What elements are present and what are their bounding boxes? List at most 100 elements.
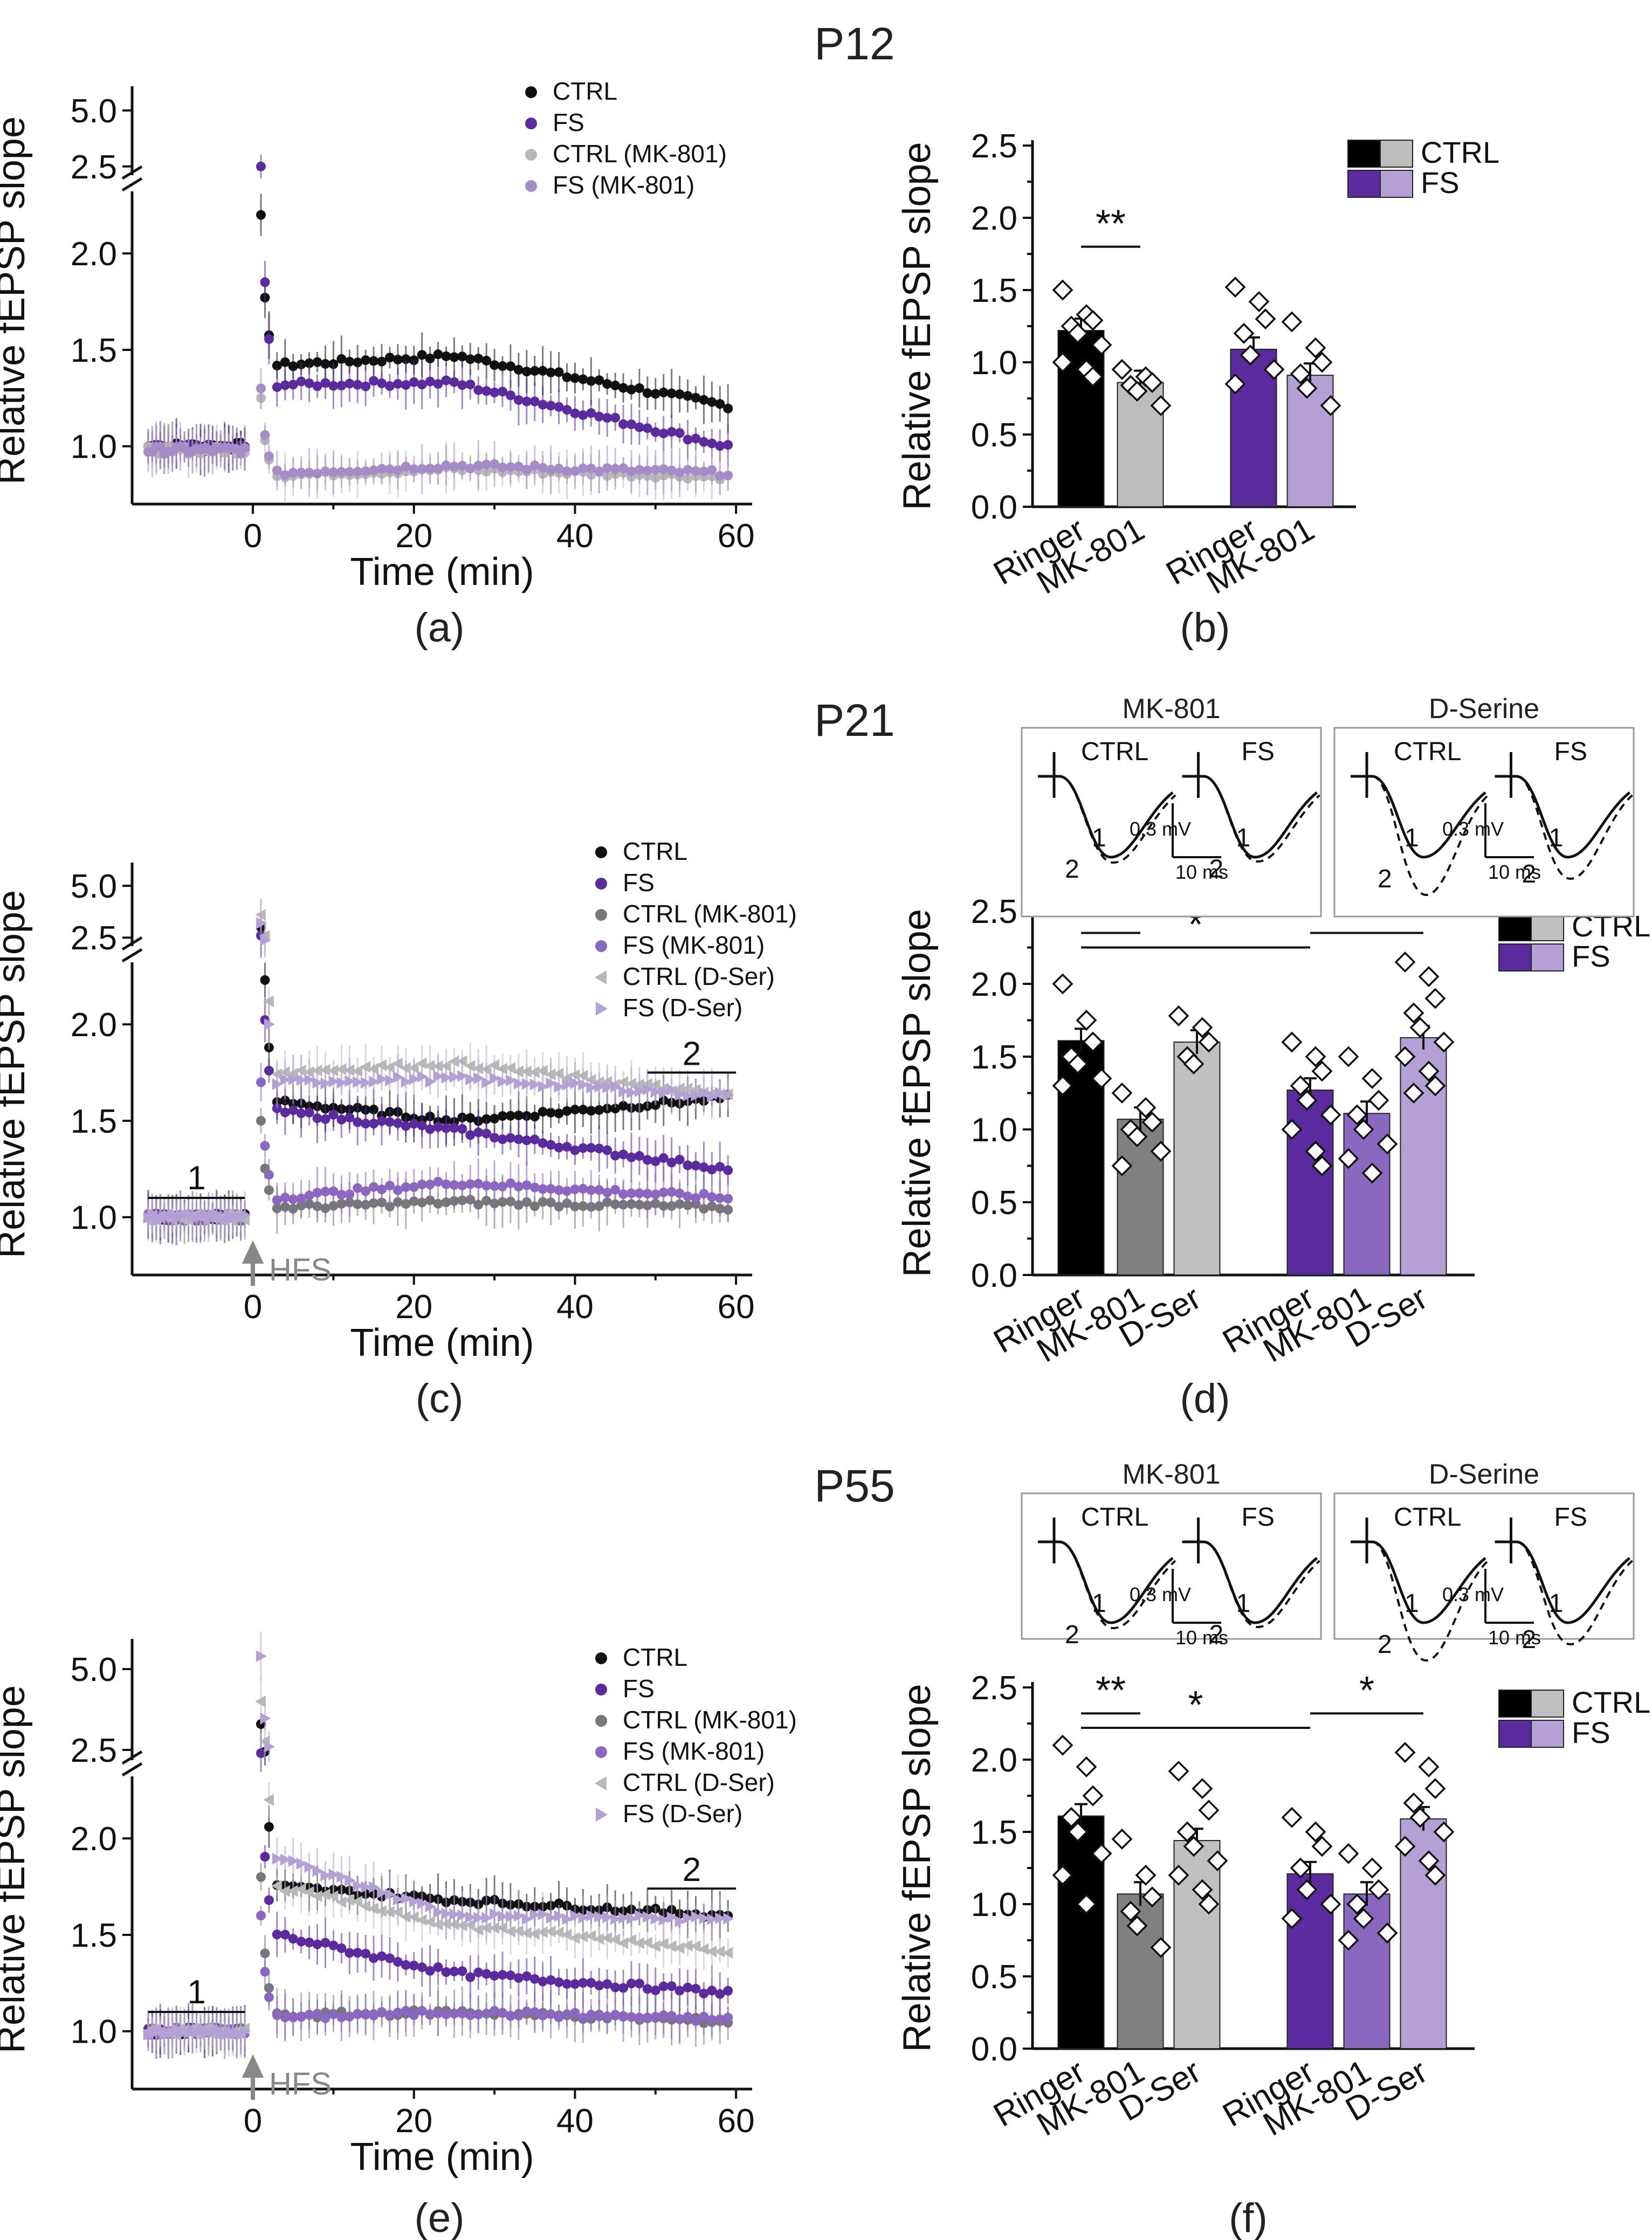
y-tick-label: 1.0	[971, 344, 1017, 382]
data-point	[513, 461, 524, 472]
data-point	[691, 1161, 701, 1171]
data-point	[256, 1911, 266, 1921]
data-point	[1418, 1850, 1440, 1872]
y-axis-label: Relative fEPSP slope	[0, 890, 33, 1258]
hfs-arrow-icon	[242, 2054, 264, 2100]
data-point	[1281, 1119, 1303, 1140]
data-point	[376, 1197, 387, 1208]
trace-dashed	[1203, 775, 1320, 863]
data-point	[353, 1948, 363, 1958]
chart-c: 0 20 40 60 1.0 1.5 2.0 2.5 5.0 Time (min) Relative…	[0, 837, 797, 1364]
data-point	[264, 1065, 274, 1076]
data-point	[498, 1111, 508, 1121]
data-point	[449, 1123, 459, 1133]
trace-dashed	[1516, 775, 1633, 880]
data-point	[409, 2010, 419, 2020]
data-point	[1433, 1031, 1455, 1053]
data-point	[345, 1874, 356, 1886]
data-point	[409, 1896, 420, 1908]
trace-label-1: 1	[1236, 824, 1251, 852]
data-point	[658, 1153, 669, 1163]
data-point	[260, 975, 270, 985]
period-1-label: 1	[187, 1974, 205, 2011]
data-point	[376, 1184, 387, 1195]
data-point	[1076, 1010, 1097, 1031]
legend-swatch	[1531, 913, 1564, 941]
data-point	[715, 2014, 725, 2024]
data-point	[505, 1111, 515, 1121]
data-point	[1263, 359, 1285, 380]
scale-voltage: 0.3 mV	[1130, 1583, 1191, 1605]
y-tick-label: 1.5	[71, 332, 117, 369]
data-point	[586, 1910, 597, 1922]
data-point	[272, 382, 282, 392]
data-point	[272, 1852, 283, 1865]
data-point	[433, 464, 443, 474]
data-point	[264, 1170, 274, 1180]
data-point	[699, 1912, 710, 1925]
data-point	[1168, 1005, 1189, 1026]
data-point	[1067, 322, 1089, 344]
data-point	[1290, 363, 1311, 384]
data-point	[345, 1189, 355, 1200]
data-point	[578, 1143, 588, 1153]
data-point	[312, 357, 322, 367]
y-tick-label: 1.5	[971, 272, 1017, 309]
data-point	[1082, 1785, 1104, 1807]
data-point	[513, 1078, 525, 1090]
y-tick-label: 1.5	[971, 1039, 1017, 1076]
data-point	[683, 391, 693, 401]
data-point	[256, 1872, 266, 1882]
data-point	[280, 1107, 290, 1118]
data-point	[665, 1940, 677, 1953]
data-point	[425, 1076, 436, 1088]
data-point	[521, 465, 532, 475]
data-point	[699, 466, 709, 477]
data-point	[280, 470, 290, 480]
data-point	[369, 376, 379, 386]
data-point	[562, 1106, 572, 1116]
bar-4	[1343, 1113, 1391, 1276]
legend-label: FS	[623, 1674, 655, 1703]
data-point	[369, 1182, 379, 1192]
legend-swatch	[1498, 1690, 1532, 1718]
trace-label-1: 1	[1405, 1589, 1419, 1618]
data-point	[1403, 1002, 1424, 1024]
data-point	[473, 2009, 484, 2020]
data-point	[369, 1953, 379, 1963]
data-point	[594, 1201, 604, 1211]
data-point	[723, 471, 733, 481]
data-point	[513, 395, 524, 405]
data-point	[1424, 1075, 1446, 1097]
trace-solid	[1372, 775, 1486, 859]
data-point	[1111, 359, 1133, 380]
data-point	[1067, 1053, 1089, 1074]
data-point	[610, 1150, 621, 1161]
data-point	[327, 1064, 339, 1077]
data-point	[384, 381, 395, 391]
data-point	[288, 380, 298, 390]
data-point	[353, 1183, 363, 1193]
legend-swatch	[1531, 943, 1564, 971]
data-point	[1168, 1760, 1189, 1782]
data-point	[345, 378, 355, 389]
period-2-label: 2	[683, 1851, 701, 1889]
data-point	[513, 1910, 525, 1922]
data-point	[1403, 1792, 1424, 1814]
data-point	[674, 389, 685, 399]
data-point	[626, 1152, 636, 1162]
data-point	[353, 380, 363, 390]
data-point	[546, 1077, 557, 1090]
data-point	[707, 2015, 717, 2025]
data-point	[393, 1118, 403, 1128]
data-point	[304, 358, 314, 368]
data-point	[1233, 322, 1255, 344]
data-point	[465, 1130, 476, 1140]
data-point	[336, 1943, 347, 1953]
data-point	[312, 381, 322, 391]
data-point	[457, 1966, 467, 1976]
data-point	[376, 1073, 388, 1085]
data-point	[490, 1908, 501, 1920]
data-point	[353, 1880, 364, 1892]
